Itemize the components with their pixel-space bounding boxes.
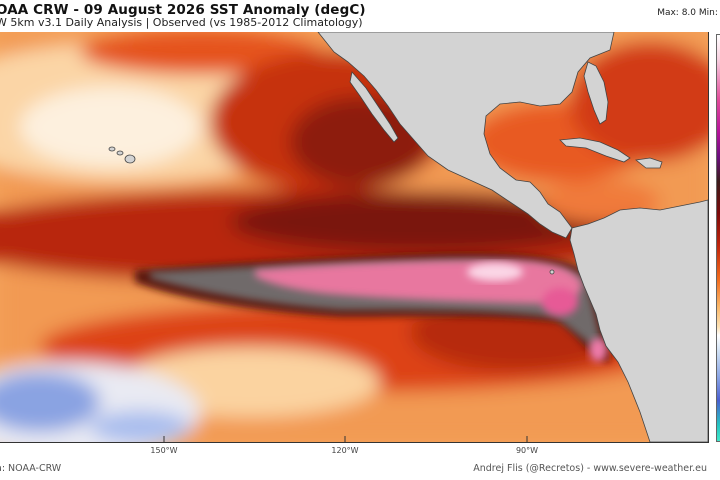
baja-california-land: [349, 71, 399, 143]
hispaniola-land: [635, 157, 663, 169]
longitude-ticks: [163, 436, 528, 442]
author-credit: Andrej Flis (@Recretos) - www.severe-wea…: [473, 463, 707, 474]
galapagos-islands: [549, 269, 555, 275]
sst-anomaly-map: [0, 32, 709, 443]
page-title: OAA CRW - 09 August 2026 SST Anomaly (de…: [0, 2, 366, 18]
equatorial-anomaly-tongue: [135, 253, 610, 362]
lon-label-120w: 120°W: [331, 446, 359, 455]
lon-label-90w: 90°W: [515, 446, 539, 455]
value-range-stats: Max: 8.0 Min: -: [657, 8, 720, 18]
lon-label-150w: 150°W: [150, 446, 178, 455]
page-subtitle: W 5km v3.1 Daily Analysis | Observed (vs…: [0, 16, 363, 29]
florida-land: [583, 61, 609, 125]
cuba-land: [559, 137, 631, 163]
color-scale-bar: [716, 34, 720, 442]
north-america-land: [317, 32, 615, 239]
south-america-land: [569, 199, 708, 442]
data-source: a: NOAA-CRW: [0, 463, 62, 474]
land-masses: [317, 32, 708, 442]
hawaii-islands: [108, 146, 136, 164]
anomaly-field: [0, 32, 708, 442]
